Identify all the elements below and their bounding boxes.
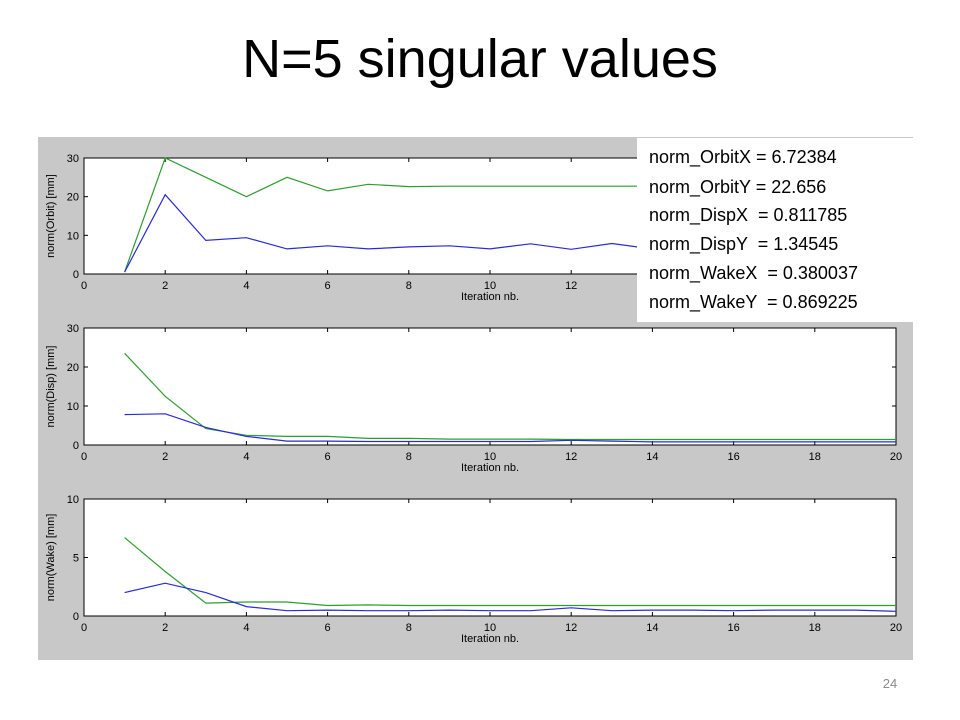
y-axis-label: norm(Disp) [mm] (45, 346, 57, 428)
x-tick-label: 0 (81, 451, 87, 463)
y-tick-label: 10 (67, 401, 79, 413)
x-tick-label: 4 (243, 280, 249, 292)
x-tick-label: 18 (809, 622, 821, 634)
y-axis-label: norm(Wake) [mm] (45, 514, 57, 602)
norm-dispy-text: norm_DispY = 1.34545 (649, 234, 839, 254)
x-tick-label: 16 (727, 622, 739, 634)
x-tick-label: 16 (727, 451, 739, 463)
norm-orbity-text: norm_OrbitY = 22.656 (649, 177, 827, 197)
subplot-2: 0 2 4 6 8 10 12 14 16 18 20 0 10 20 30 Iteration nb. nor… (45, 323, 902, 474)
page-number: 24 (882, 676, 898, 691)
series-line-green (124, 537, 896, 607)
y-tick-label: 0 (73, 611, 79, 623)
y-tick-label: 0 (73, 440, 79, 452)
norm-orbitx-text: norm_OrbitX = 6.72384 (649, 147, 837, 167)
x-axis-label: Iteration nb. (461, 462, 519, 474)
norm-wakex-text: norm_WakeX = 0.380037 (649, 263, 858, 283)
x-tick-label: 10 (484, 622, 496, 634)
y-tick-label: 10 (67, 494, 79, 506)
x-tick-label: 14 (646, 622, 658, 634)
y-tick-label: 0 (73, 269, 79, 281)
axes-box (83, 327, 897, 446)
x-tick-label: 12 (565, 622, 577, 634)
x-tick-label: 12 (565, 451, 577, 463)
x-tick-label: 18 (809, 451, 821, 463)
norm-values-box: norm_OrbitX = 6.72384 norm_OrbitY = 22.6… (637, 138, 915, 322)
y-axis-label: norm(Orbit) [mm] (45, 174, 57, 258)
y-tick-label: 20 (67, 192, 79, 204)
axes-box (83, 498, 897, 617)
x-tick-label: 8 (406, 451, 412, 463)
x-tick-label: 12 (565, 280, 577, 292)
x-tick-label: 20 (890, 622, 902, 634)
x-tick-label: 6 (325, 622, 331, 634)
x-tick-label: 10 (484, 451, 496, 463)
x-tick-label: 2 (162, 622, 168, 634)
y-tick-label: 20 (67, 362, 79, 374)
x-tick-label: 8 (406, 280, 412, 292)
norm-wakey-text: norm_WakeY = 0.869225 (649, 292, 858, 312)
x-tick-label: 6 (325, 280, 331, 292)
series-line-blue (124, 582, 897, 612)
x-tick-label: 4 (243, 451, 249, 463)
x-tick-label: 4 (243, 622, 249, 634)
x-tick-label: 14 (646, 451, 658, 463)
x-axis-label: Iteration nb. (461, 291, 519, 303)
y-tick-label: 30 (67, 323, 79, 335)
y-tick-label: 30 (67, 153, 79, 165)
x-tick-label: 2 (162, 280, 168, 292)
x-tick-label: 0 (81, 280, 87, 292)
x-tick-label: 2 (162, 451, 168, 463)
x-tick-label: 20 (890, 451, 902, 463)
x-tick-label: 6 (325, 451, 331, 463)
y-tick-label: 5 (73, 553, 79, 565)
x-axis-label: Iteration nb. (461, 633, 519, 645)
x-tick-label: 8 (406, 622, 412, 634)
series-line-green (124, 352, 896, 441)
x-tick-label: 0 (81, 622, 87, 634)
y-tick-label: 10 (67, 230, 79, 242)
slide-title: N=5 singular values (242, 29, 718, 89)
series-line-blue (124, 413, 896, 443)
x-tick-label: 10 (484, 280, 496, 292)
norm-dispx-text: norm_DispX = 0.811785 (649, 205, 848, 225)
